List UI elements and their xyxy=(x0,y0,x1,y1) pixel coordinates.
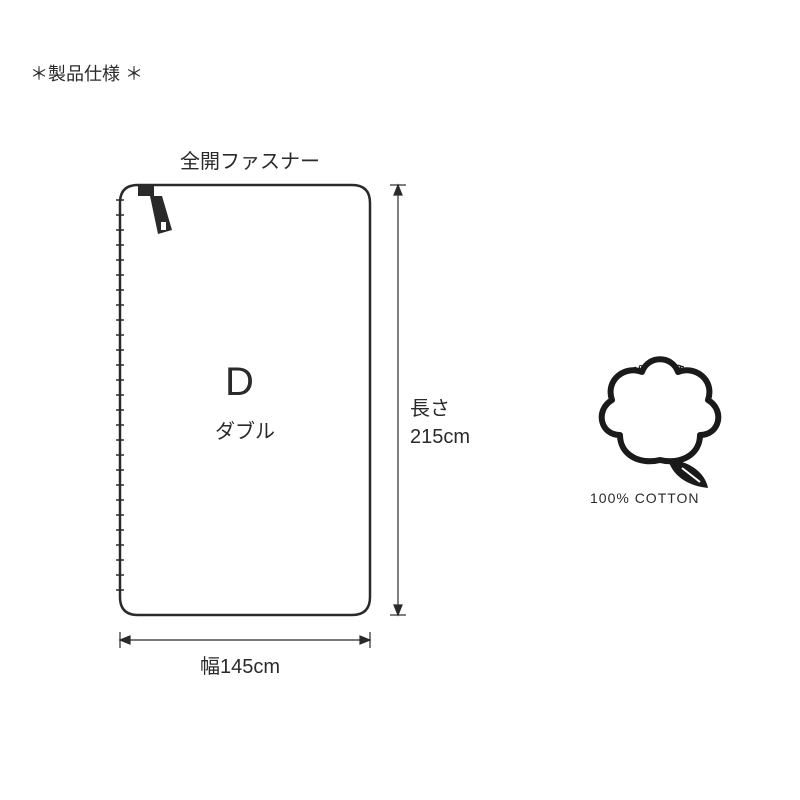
length-text-1: 長さ xyxy=(410,398,450,420)
size-letter: D xyxy=(225,360,254,405)
zipper-pull xyxy=(138,186,172,234)
cotton-icon: 100% COTTON xyxy=(570,310,750,490)
size-name: ダブル xyxy=(215,415,275,444)
zipper-label: 全開ファスナー xyxy=(180,145,320,174)
cotton-boll xyxy=(602,359,719,461)
cotton-caption: 100% COTTON xyxy=(590,490,700,506)
canvas: ＊製品仕様 ＊ xyxy=(0,0,800,800)
dim-width xyxy=(120,632,370,648)
length-text-2: 215cm xyxy=(410,426,470,448)
length-label: 長さ 215cm xyxy=(410,395,470,451)
cotton-leaf xyxy=(668,460,708,488)
width-label: 幅145cm xyxy=(200,650,280,679)
dim-length xyxy=(390,185,406,615)
